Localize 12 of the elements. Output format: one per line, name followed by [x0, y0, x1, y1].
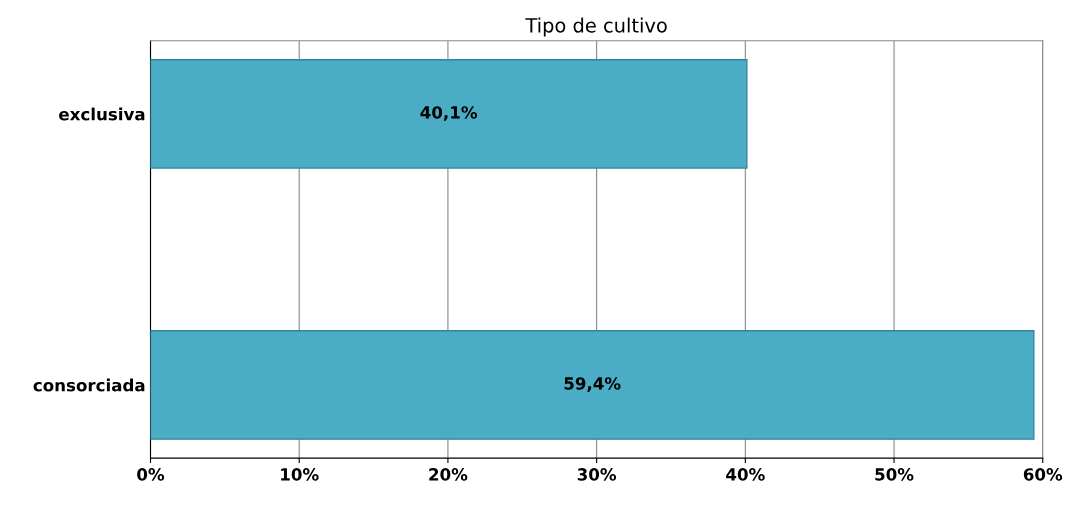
x-tick-label: 10% [281, 468, 319, 481]
x-tick-label: 20% [429, 468, 468, 481]
chart-title: Tipo de cultivo [525, 17, 667, 37]
x-tick-label: 30% [577, 468, 617, 481]
data-label: 59,4% [564, 377, 621, 392]
x-tick-label: 0% [137, 468, 165, 481]
x-tick-label: 50% [875, 468, 914, 481]
data-label: 40,1% [420, 106, 478, 121]
y-tick-label: consorciada [33, 378, 145, 392]
y-tick-label: exclusiva [59, 107, 145, 121]
x-tick-label: 60% [1023, 468, 1063, 481]
x-tick-label: 40% [726, 468, 765, 481]
